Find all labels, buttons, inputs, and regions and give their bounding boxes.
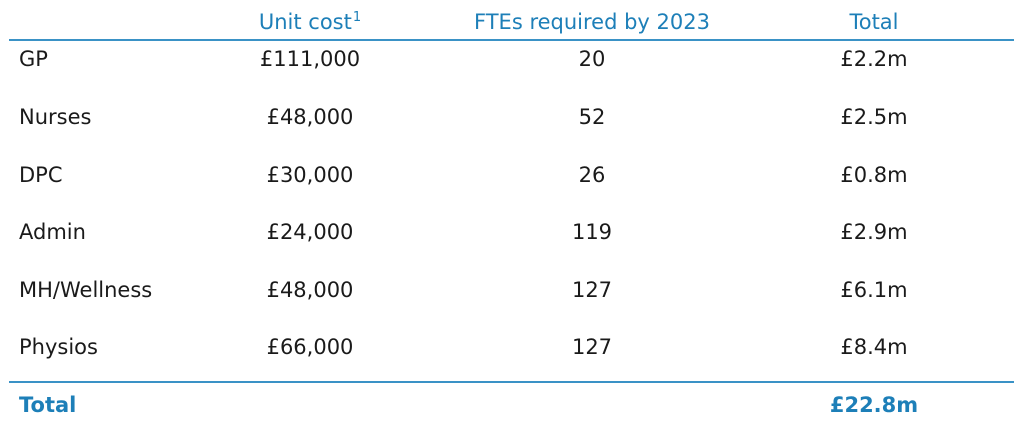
total-divider bbox=[9, 381, 1014, 383]
total-cell: £0.8m bbox=[840, 163, 908, 187]
unit-cost-cell: £30,000 bbox=[266, 163, 354, 187]
unit-cost-cell: £48,000 bbox=[266, 105, 354, 129]
ftes-cell: 127 bbox=[571, 335, 613, 359]
table-row: Physios £66,000 127 £8.4m bbox=[0, 335, 1024, 361]
role-cell: Physios bbox=[19, 335, 98, 359]
header-total: Total bbox=[849, 10, 899, 34]
total-row-label: Total bbox=[19, 393, 77, 417]
header-unit-cost-footnote: 1 bbox=[352, 10, 362, 25]
header-unit-cost-label: Unit cost bbox=[258, 10, 352, 34]
ftes-cell: 20 bbox=[578, 47, 606, 71]
role-cell: GP bbox=[19, 47, 48, 71]
unit-cost-cell: £66,000 bbox=[266, 335, 354, 359]
total-cell: £8.4m bbox=[840, 335, 908, 359]
ftes-cell: 52 bbox=[578, 105, 606, 129]
table-row: MH/Wellness £48,000 127 £6.1m bbox=[0, 278, 1024, 304]
table-row: Nurses £48,000 52 £2.5m bbox=[0, 105, 1024, 131]
role-cell: Nurses bbox=[19, 105, 92, 129]
total-row: Total £22.8m bbox=[0, 393, 1024, 419]
ftes-cell: 26 bbox=[578, 163, 606, 187]
table-row: GP £111,000 20 £2.2m bbox=[0, 47, 1024, 73]
ftes-cell: 127 bbox=[571, 278, 613, 302]
role-cell: Admin bbox=[19, 220, 86, 244]
ftes-cell: 119 bbox=[571, 220, 613, 244]
header-unit-cost: Unit cost1 bbox=[180, 10, 440, 34]
unit-cost-cell: £111,000 bbox=[259, 47, 361, 71]
total-cell: £2.2m bbox=[840, 47, 908, 71]
header-ftes: FTEs required by 2023 bbox=[474, 10, 710, 34]
role-cell: DPC bbox=[19, 163, 63, 187]
total-row-value: £22.8m bbox=[829, 393, 919, 417]
unit-cost-cell: £24,000 bbox=[266, 220, 354, 244]
table-row: DPC £30,000 26 £0.8m bbox=[0, 163, 1024, 189]
unit-cost-cell: £48,000 bbox=[266, 278, 354, 302]
total-cell: £6.1m bbox=[840, 278, 908, 302]
total-cell: £2.9m bbox=[840, 220, 908, 244]
role-cell: MH/Wellness bbox=[19, 278, 153, 302]
total-cell: £2.5m bbox=[840, 105, 908, 129]
header-divider bbox=[9, 39, 1014, 41]
table-row: Admin £24,000 119 £2.9m bbox=[0, 220, 1024, 246]
table-header: Unit cost1 FTEs required by 2023 Total bbox=[0, 0, 1024, 40]
